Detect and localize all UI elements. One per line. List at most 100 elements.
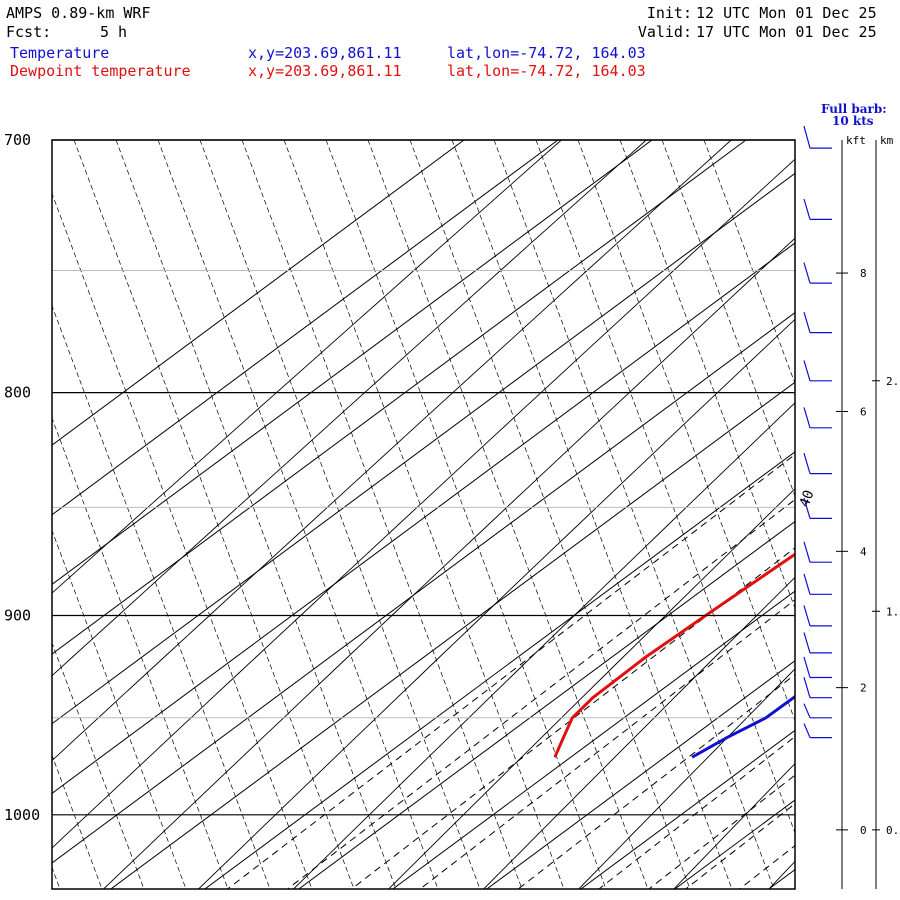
- legend-temperature-latlon: lat,lon=-74.72, 164.03: [447, 44, 646, 62]
- wind-barb: [803, 262, 832, 284]
- moist-adiabat-line: [451, 140, 733, 889]
- theta-e-label: 40: [797, 488, 818, 509]
- moist-adiabat-line: [535, 140, 795, 834]
- wind-barb-flag: [803, 407, 811, 428]
- dry-adiabat-line: [483, 576, 795, 889]
- pressure-label: 700: [4, 131, 31, 149]
- wind-barb: [803, 656, 832, 679]
- wind-barb-flag: [803, 453, 811, 474]
- wind-barb: [803, 573, 832, 595]
- wind-barb-flag: [803, 656, 811, 678]
- isotherm-line: [52, 311, 795, 864]
- dry-adiabat-line: [768, 860, 795, 889]
- valid-label: Valid:: [637, 23, 692, 41]
- moist-adiabat-line: [52, 754, 103, 889]
- km-axis-label: km: [880, 134, 894, 147]
- wind-barb: [803, 605, 832, 627]
- moist-adiabat-line: [157, 140, 439, 889]
- wind-barb-flag: [803, 312, 811, 333]
- dry-adiabat-line: [864, 140, 900, 889]
- moist-adiabat-line: [325, 140, 607, 889]
- plot-frame: [51, 139, 796, 890]
- isotherm-line: [52, 140, 465, 446]
- dry-adiabat-line: [52, 140, 562, 594]
- wind-barb: [803, 312, 832, 334]
- wind-barb-flag: [803, 262, 811, 284]
- isotherm-line: [52, 172, 795, 725]
- wind-barb-flag: [803, 677, 811, 698]
- dry-adiabat-line: [293, 402, 795, 889]
- kft-axis-label: kft: [846, 134, 866, 147]
- moist-adiabat-line: [661, 140, 795, 497]
- legend-dewpoint-name: Dewpoint temperature: [10, 62, 191, 80]
- valid-value: 17 UTC Mon 01 Dec 25: [696, 23, 877, 41]
- isotherm-line: [110, 381, 795, 889]
- moist-adiabat-line: [52, 417, 229, 889]
- wind-barb: [803, 497, 832, 520]
- moist-adiabat-line: [52, 304, 271, 889]
- moist-adiabat-line: [52, 866, 61, 889]
- wind-barb-flag: [803, 573, 811, 595]
- moist-adiabat-line: [73, 140, 355, 889]
- wind-barb-flag: [803, 703, 811, 719]
- wind-barb: [803, 541, 832, 563]
- isotherm-line: [768, 868, 795, 889]
- dry-adiabat-line: [578, 668, 795, 889]
- mixing-ratio-line: [517, 673, 795, 889]
- moist-adiabat-line: [52, 641, 145, 889]
- wind-barb-flag: [803, 497, 811, 519]
- dewpoint-curve: [553, 552, 795, 758]
- wind-barb: [803, 407, 832, 429]
- pressure-label: 800: [4, 384, 31, 402]
- wind-barb: [803, 360, 832, 382]
- init-label: Init:: [646, 4, 692, 22]
- isotherm-line: [580, 729, 795, 889]
- legend-temperature-name: Temperature: [10, 44, 110, 62]
- dry-adiabat-line: [52, 158, 795, 849]
- pressure-label: 1000: [4, 806, 40, 824]
- wind-barb: [803, 703, 832, 719]
- moist-adiabat-line: [115, 140, 397, 889]
- wind-barb: [803, 632, 832, 654]
- kft-tick-label: 6: [860, 405, 867, 418]
- moist-adiabat-line: [241, 140, 523, 889]
- mixing-ratio-line: [227, 453, 795, 889]
- mixing-ratio-line: [419, 599, 795, 889]
- moist-adiabat-line: [0, 140, 18, 889]
- wind-barb: [803, 677, 832, 699]
- kft-tick-label: 4: [860, 545, 867, 558]
- kft-tick-label: 0: [860, 824, 867, 837]
- wind-barb: [803, 125, 832, 149]
- pressure-label: 900: [4, 606, 31, 624]
- barb-legend-line2: 10 kts: [832, 114, 874, 128]
- moist-adiabat-line: [409, 140, 691, 889]
- isotherm-line: [298, 520, 795, 889]
- wind-barb-flag: [803, 198, 811, 220]
- moist-adiabat-line: [367, 140, 649, 889]
- wind-barb: [803, 723, 832, 739]
- kft-tick-label: 2: [860, 682, 867, 695]
- moist-adiabat-line: [493, 140, 775, 889]
- kft-tick-label: 8: [860, 267, 867, 280]
- moist-adiabat-line: [52, 192, 313, 889]
- temperature-curve: [691, 694, 795, 759]
- wind-barb: [803, 198, 832, 220]
- legend-temperature-xy: x,y=203.69,861.11: [248, 44, 402, 62]
- moist-adiabat-line: [283, 140, 565, 889]
- barb-legend-line1: Full barb:: [821, 102, 887, 116]
- isotherm-line: [392, 590, 795, 889]
- dry-adiabat-line: [673, 762, 795, 889]
- legend-dewpoint-latlon: lat,lon=-74.72, 164.03: [447, 62, 646, 80]
- km-tick-label: 0.: [886, 824, 899, 837]
- wind-barb-flag: [803, 541, 811, 563]
- isotherm-line: [863, 140, 900, 889]
- dry-adiabat-line: [52, 140, 647, 677]
- isotherm-line: [52, 140, 747, 655]
- moist-adiabat-line: [199, 140, 481, 889]
- wind-barb: [803, 453, 832, 475]
- fcst-value: 5 h: [100, 23, 128, 41]
- km-tick-label: 1.: [886, 605, 899, 618]
- init-value: 12 UTC Mon 01 Dec 25: [696, 4, 877, 22]
- isotherm-line: [52, 140, 559, 516]
